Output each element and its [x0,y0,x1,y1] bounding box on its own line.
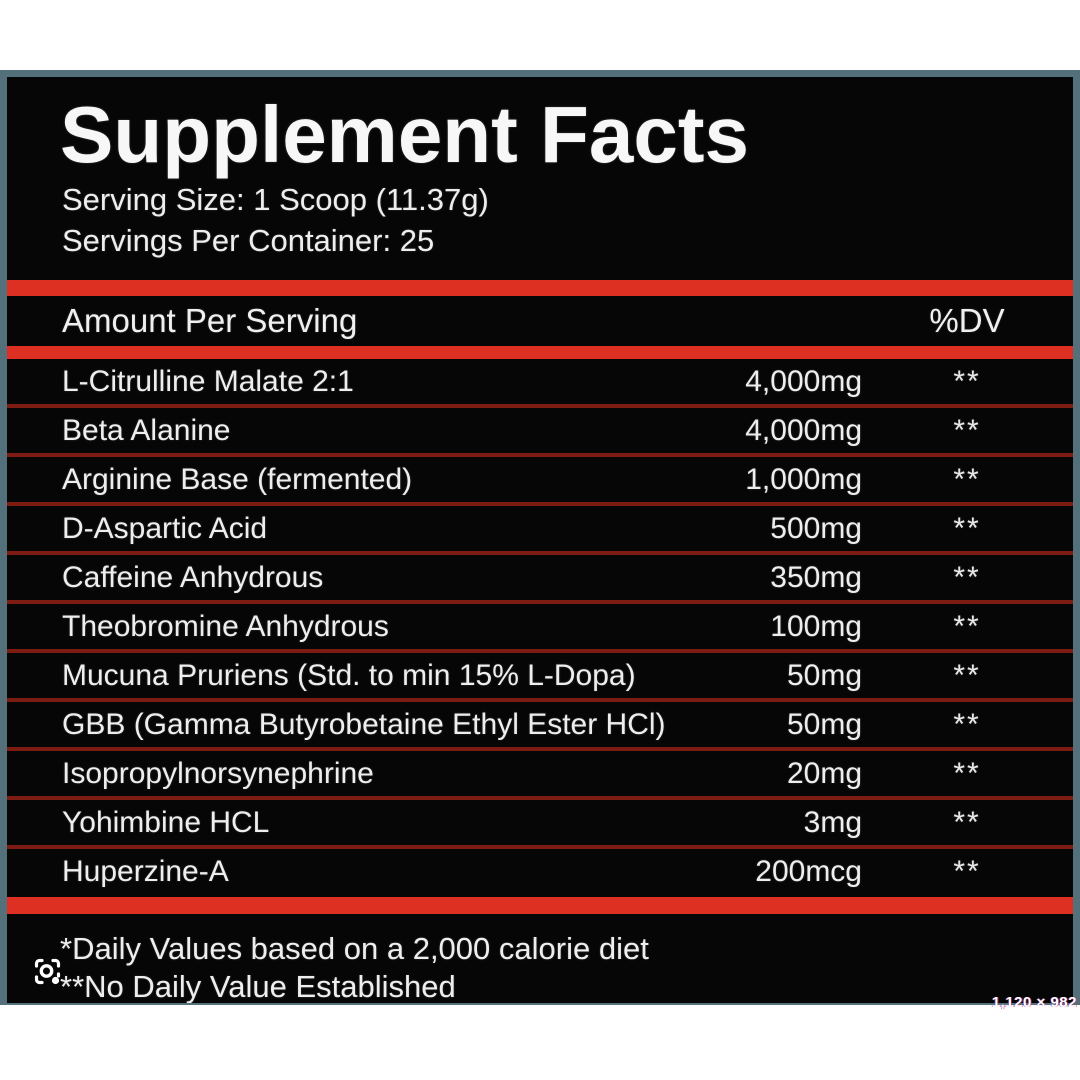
ingredient-name: Caffeine Anhydrous [62,560,324,594]
ingredient-name: GBB (Gamma Butyrobetaine Ethyl Ester HCl… [62,707,666,741]
ingredient-name: Isopropylnorsynephrine [62,756,374,790]
ingredient-name: Beta Alanine [62,413,231,447]
ingredient-dv: ** [953,413,981,447]
table-row: L-Citrulline Malate 2:1 4,000mg ** [7,359,1073,408]
ingredient-amount: 350mg [770,560,862,594]
ingredient-dv: ** [953,854,981,888]
table-row: GBB (Gamma Butyrobetaine Ethyl Ester HCl… [7,702,1073,751]
ingredient-amount: 4,000mg [745,364,862,398]
supplement-facts-panel: Supplement Facts Serving Size: 1 Scoop (… [0,70,1080,1005]
ingredient-amount: 200mcg [755,854,862,888]
red-divider-bar [7,346,1073,359]
table-row: Huperzine-A 200mcg ** [7,849,1073,894]
servings-per-container: Servings Per Container: 25 [62,223,435,258]
image-dimensions-label: 1,120 × 982 [991,994,1077,1011]
ingredient-amount: 20mg [786,756,862,790]
ingredient-dv: ** [953,462,981,496]
panel-title: Supplement Facts [60,90,750,179]
ingredient-amount: 50mg [786,658,862,692]
ingredient-dv: ** [953,364,981,398]
footnote-daily-values: *Daily Values based on a 2,000 calorie d… [60,931,649,966]
red-divider-bar [7,897,1073,914]
ingredient-amount: 50mg [786,707,862,741]
table-row: Theobromine Anhydrous 100mg ** [7,604,1073,653]
footnote-no-dv: **No Daily Value Established [60,969,456,1004]
ingredient-amount: 1,000mg [745,462,862,496]
table-row: Arginine Base (fermented) 1,000mg ** [7,457,1073,506]
amount-per-serving-header: Amount Per Serving [62,302,358,339]
ingredient-dv: ** [953,658,981,692]
table-header-row: Amount Per Serving %DV [7,296,1073,346]
ingredient-name: Arginine Base (fermented) [62,462,413,496]
footnotes: *Daily Values based on a 2,000 calorie d… [7,914,1073,1004]
ingredient-dv: ** [953,707,981,741]
table-row: Yohimbine HCL 3mg ** [7,800,1073,849]
camera-lens-icon[interactable] [33,957,62,986]
table-row: Beta Alanine 4,000mg ** [7,408,1073,457]
table-row: D-Aspartic Acid 500mg ** [7,506,1073,555]
ingredient-dv: ** [953,511,981,545]
ingredient-amount: 3mg [803,805,862,839]
ingredient-name: Mucuna Pruriens (Std. to min 15% L-Dopa) [62,658,636,692]
ingredient-dv: ** [953,756,981,790]
ingredient-amount: 100mg [770,609,862,643]
dv-header: %DV [929,302,1005,339]
ingredient-amount: 4,000mg [745,413,862,447]
ingredient-amount: 500mg [770,511,862,545]
ingredient-name: Theobromine Anhydrous [62,609,389,643]
serving-size: Serving Size: 1 Scoop (11.37g) [62,182,489,217]
ingredient-name: Huperzine-A [62,854,229,888]
ingredient-name: Yohimbine HCL [62,805,270,839]
table-row: Mucuna Pruriens (Std. to min 15% L-Dopa)… [7,653,1073,702]
table-row: Caffeine Anhydrous 350mg ** [7,555,1073,604]
ingredient-dv: ** [953,609,981,643]
table-row: Isopropylnorsynephrine 20mg ** [7,751,1073,800]
ingredient-dv: ** [953,560,981,594]
ingredient-dv: ** [953,805,981,839]
red-divider-bar [7,280,1073,296]
ingredient-name: L-Citrulline Malate 2:1 [62,364,354,398]
ingredient-table: L-Citrulline Malate 2:1 4,000mg ** Beta Ala… [7,359,1073,894]
ingredient-name: D-Aspartic Acid [62,511,268,545]
